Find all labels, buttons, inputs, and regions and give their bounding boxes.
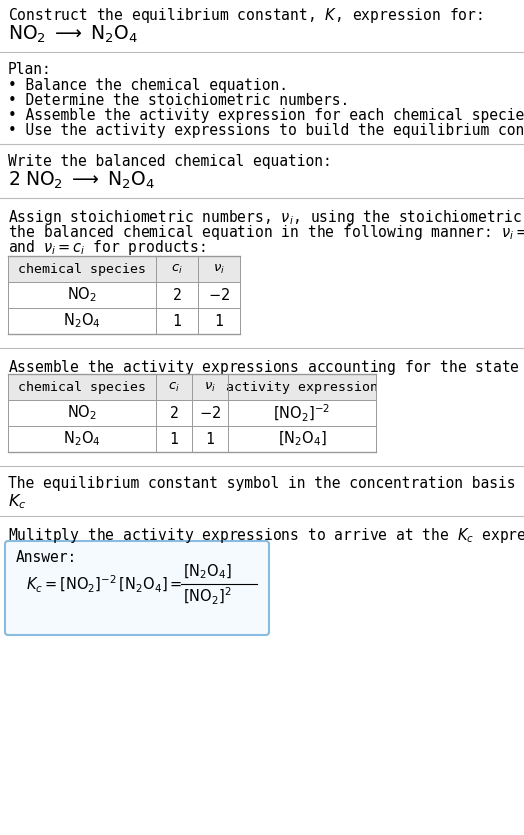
Text: $\nu_i$: $\nu_i$ xyxy=(204,381,216,393)
Bar xyxy=(8,374,376,400)
Text: 1: 1 xyxy=(170,432,178,447)
Text: • Use the activity expressions to build the equilibrium constant expression.: • Use the activity expressions to build … xyxy=(8,123,524,138)
Text: • Assemble the activity expression for each chemical species.: • Assemble the activity expression for e… xyxy=(8,108,524,123)
Text: $c_i$: $c_i$ xyxy=(171,262,183,276)
Text: chemical species: chemical species xyxy=(18,262,146,276)
FancyBboxPatch shape xyxy=(5,541,269,635)
Text: activity expression: activity expression xyxy=(226,381,378,393)
Text: Write the balanced chemical equation:: Write the balanced chemical equation: xyxy=(8,154,332,169)
Text: 2: 2 xyxy=(172,287,181,302)
Text: and $\nu_i = c_i$ for products:: and $\nu_i = c_i$ for products: xyxy=(8,238,206,257)
Text: the balanced chemical equation in the following manner: $\nu_i = -c_i$ for react: the balanced chemical equation in the fo… xyxy=(8,223,524,242)
Text: The equilibrium constant symbol in the concentration basis is:: The equilibrium constant symbol in the c… xyxy=(8,476,524,491)
Text: Mulitply the activity expressions to arrive at the $K_c$ expression:: Mulitply the activity expressions to arr… xyxy=(8,526,524,545)
Text: $\mathrm{NO_2}$: $\mathrm{NO_2}$ xyxy=(67,286,97,304)
Text: Assign stoichiometric numbers, $\nu_i$, using the stoichiometric coefficients, $: Assign stoichiometric numbers, $\nu_i$, … xyxy=(8,208,524,227)
Text: $\mathrm{NO_2}$: $\mathrm{NO_2}$ xyxy=(67,403,97,423)
Text: $2\;\mathrm{NO_2}\;\longrightarrow\;\mathrm{N_2O_4}$: $2\;\mathrm{NO_2}\;\longrightarrow\;\mat… xyxy=(8,170,155,191)
Text: $-2$: $-2$ xyxy=(199,405,221,421)
Text: Construct the equilibrium constant, $K$, expression for:: Construct the equilibrium constant, $K$,… xyxy=(8,6,483,25)
Text: $[\mathrm{N_2O_4}]$: $[\mathrm{N_2O_4}]$ xyxy=(183,563,232,581)
Text: 2: 2 xyxy=(170,406,178,421)
Text: 1: 1 xyxy=(215,313,223,328)
Text: $-2$: $-2$ xyxy=(208,287,230,303)
Text: $\mathrm{N_2O_4}$: $\mathrm{N_2O_4}$ xyxy=(63,311,101,331)
Text: Answer:: Answer: xyxy=(16,550,77,565)
Text: • Balance the chemical equation.: • Balance the chemical equation. xyxy=(8,78,288,93)
Bar xyxy=(8,256,240,282)
Text: $[\mathrm{NO_2}]^{-2}$: $[\mathrm{NO_2}]^{-2}$ xyxy=(274,402,331,423)
Text: $K_c = [\mathrm{NO_2}]^{-2}\,[\mathrm{N_2O_4}] = $: $K_c = [\mathrm{NO_2}]^{-2}\,[\mathrm{N_… xyxy=(26,574,182,595)
Text: Assemble the activity expressions accounting for the state of matter and $\nu_i$: Assemble the activity expressions accoun… xyxy=(8,358,524,377)
Text: $c_i$: $c_i$ xyxy=(168,381,180,393)
Text: $[\mathrm{N_2O_4}]$: $[\mathrm{N_2O_4}]$ xyxy=(278,430,326,448)
Text: 1: 1 xyxy=(172,313,181,328)
Text: $\mathrm{NO_2}\;\longrightarrow\;\mathrm{N_2O_4}$: $\mathrm{NO_2}\;\longrightarrow\;\mathrm… xyxy=(8,24,138,45)
Text: $K_c$: $K_c$ xyxy=(8,492,26,511)
Text: $\nu_i$: $\nu_i$ xyxy=(213,262,225,276)
Text: • Determine the stoichiometric numbers.: • Determine the stoichiometric numbers. xyxy=(8,93,350,108)
Text: chemical species: chemical species xyxy=(18,381,146,393)
Text: 1: 1 xyxy=(205,432,214,447)
Text: $[\mathrm{NO_2}]^2$: $[\mathrm{NO_2}]^2$ xyxy=(183,585,232,606)
Text: Plan:: Plan: xyxy=(8,62,52,77)
Text: $\mathrm{N_2O_4}$: $\mathrm{N_2O_4}$ xyxy=(63,430,101,448)
